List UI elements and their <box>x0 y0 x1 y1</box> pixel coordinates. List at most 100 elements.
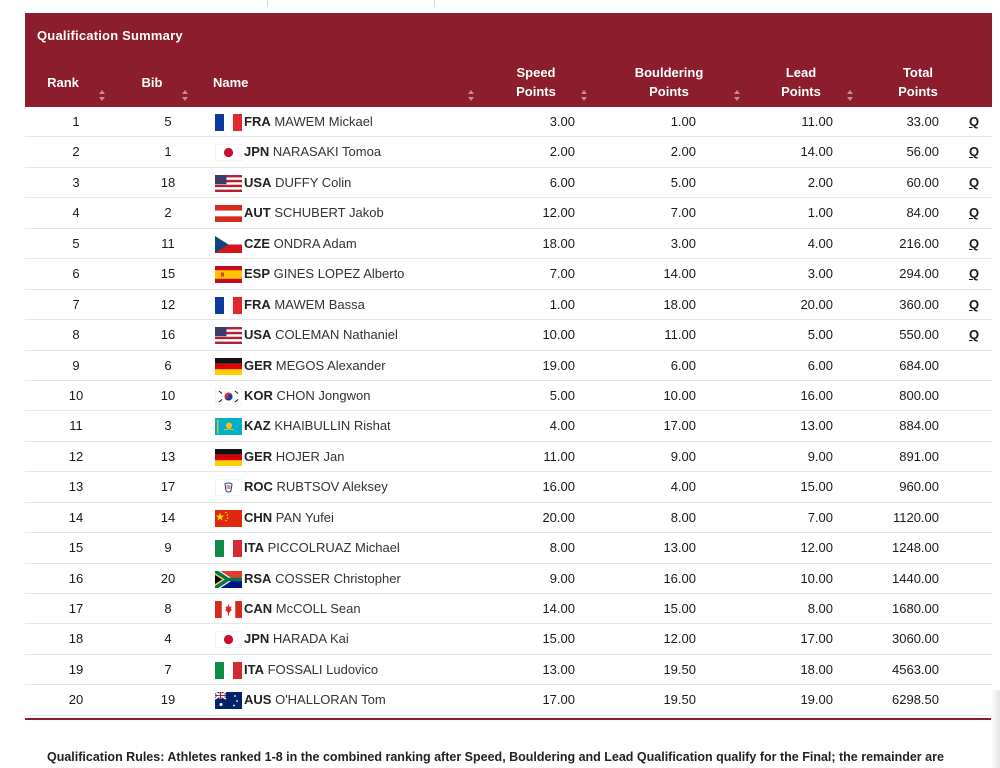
athlete-name-cell[interactable]: ITA FOSSALI Ludovico <box>244 655 378 685</box>
athlete-name-cell[interactable]: RSA COSSER Christopher <box>244 564 401 594</box>
athlete-name: HOJER Jan <box>275 448 345 464</box>
athlete-name-cell[interactable]: JPN NARASAKI Tomoa <box>244 137 381 167</box>
table-row[interactable]: 19 7 ITA FOSSALI Ludovico 13.00 19.50 18.00 45… <box>25 655 992 686</box>
table-row[interactable]: 17 8 CAN McCOLL Sean 14.00 15.00 8.00 1680.00 <box>25 594 992 625</box>
col-header-bouldering[interactable]: Bouldering Points <box>629 63 709 101</box>
table-row[interactable]: 7 12 FRA MAWEM Bassa 1.00 18.00 20.00 360.00 Q <box>25 290 992 321</box>
lead-points-cell: 2.00 <box>807 174 833 190</box>
col-header-bib[interactable]: Bib <box>137 73 167 92</box>
athlete-name-cell[interactable]: USA DUFFY Colin <box>244 168 351 198</box>
lead-points-cell: 17.00 <box>800 631 833 647</box>
speed-points-cell: 3.00 <box>549 114 575 129</box>
speed-points-cell: 2.00 <box>549 144 575 160</box>
table-row[interactable]: 14 14 CHN PAN Yufei 20.00 8.00 7.00 1120.00 <box>25 503 992 534</box>
athlete-name-cell[interactable]: FRA MAWEM Bassa <box>244 290 365 320</box>
athlete-name-cell[interactable]: AUT SCHUBERT Jakob <box>244 198 384 228</box>
table-row[interactable]: 16 20 RSA COSSER Christopher 9.00 16.00 10.00… <box>25 564 992 594</box>
bib-cell: 4 <box>164 631 172 647</box>
sort-icon[interactable] <box>181 90 189 102</box>
country-flag-icon <box>213 568 242 591</box>
country-flag-icon <box>215 266 242 284</box>
athlete-name-cell[interactable]: JPN HARADA Kai <box>244 624 349 654</box>
qualified-marker[interactable]: Q <box>968 205 980 221</box>
qualified-marker[interactable]: Q <box>968 174 980 190</box>
qualified-marker[interactable]: Q <box>968 144 980 160</box>
athlete-name: O'HALLORAN Tom <box>275 692 386 708</box>
total-points-cell: 56.00 <box>906 144 939 160</box>
sort-icon[interactable] <box>98 90 106 102</box>
athlete-name-cell[interactable]: CHN PAN Yufei <box>244 503 334 533</box>
top-tab-strip <box>0 0 1000 7</box>
speed-points-cell: 11.00 <box>543 448 575 464</box>
speed-points-cell: 10.00 <box>542 327 575 343</box>
table-row[interactable]: 4 2 AUT SCHUBERT Jakob 12.00 7.00 1.00 84.00 Q <box>25 198 992 229</box>
table-row[interactable]: 6 15 ESP GINES LOPEZ Alberto 7.00 14.00 3.00 2… <box>25 259 992 290</box>
bouldering-points-cell: 3.00 <box>670 235 696 251</box>
athlete-name-cell[interactable]: ITA PICCOLRUAZ Michael <box>244 533 400 563</box>
col-header-total[interactable]: Total Points <box>892 63 944 101</box>
bouldering-points-cell: 2.00 <box>670 144 696 160</box>
bouldering-points-cell: 13.00 <box>663 540 696 556</box>
table-row[interactable]: 15 9 ITA PICCOLRUAZ Michael 8.00 13.00 12.00 1… <box>25 533 992 564</box>
table-row[interactable]: 5 11 CZE ONDRA Adam 18.00 3.00 4.00 216.00 Q <box>25 229 992 260</box>
lead-points-cell: 18.00 <box>800 661 833 677</box>
qualified-marker[interactable]: Q <box>968 296 980 312</box>
athlete-name-cell[interactable]: KOR CHON Jongwon <box>244 381 370 411</box>
sort-icon[interactable] <box>733 90 741 102</box>
athlete-name-cell[interactable]: AUS O'HALLORAN Tom <box>244 685 386 715</box>
table-row[interactable]: 3 18 USA DUFFY Colin 6.00 5.00 2.00 60.00 Q <box>25 168 992 207</box>
speed-points-cell: 18.00 <box>542 235 575 251</box>
qualified-marker[interactable]: Q <box>968 114 980 129</box>
table-row[interactable]: 8 16 USA COLEMAN Nathaniel 10.00 11.00 5.00 55… <box>25 320 992 359</box>
athlete-name-cell[interactable]: GER HOJER Jan <box>244 442 344 472</box>
total-points-cell: 550.00 <box>899 327 939 343</box>
noc-code: CAN <box>244 601 273 616</box>
col-header-lead[interactable]: Lead Points <box>775 63 827 101</box>
country-flag-icon <box>215 114 242 131</box>
col-header-speed[interactable]: Speed Points <box>510 63 562 101</box>
athlete-name-cell[interactable]: ROC RUBTSOV Aleksey <box>244 472 388 502</box>
table-row[interactable]: 1 5 FRA MAWEM Mickael 3.00 1.00 11.00 33.00 Q <box>25 107 992 138</box>
table-row[interactable]: 12 13 GER HOJER Jan 11.00 9.00 9.00 891.00 <box>25 442 992 473</box>
rank-cell: 15 <box>68 540 84 556</box>
country-flag-icon <box>215 174 242 207</box>
bib-cell: 13 <box>160 448 176 464</box>
qualified-marker[interactable]: Q <box>968 327 980 343</box>
sort-icon[interactable] <box>846 90 854 102</box>
athlete-name-cell[interactable]: ESP GINES LOPEZ Alberto <box>244 259 404 289</box>
table-row[interactable]: 9 6 GER MEGOS Alexander 19.00 6.00 6.00 684.00 <box>25 351 992 381</box>
rank-cell: 12 <box>68 448 84 464</box>
table-row[interactable]: 20 19 AUS O'HALLORAN Tom 17.00 19.50 19.00 629… <box>25 685 992 716</box>
table-row[interactable]: 13 17 ROC RUBTSOV Aleksey 16.00 4.00 15.00 960… <box>25 472 992 503</box>
table-row[interactable]: 10 10 KOR CHON Jongwon 5.00 10.00 16.00 800.00 <box>25 381 992 412</box>
bouldering-points-cell: 9.00 <box>670 448 696 464</box>
rank-cell: 9 <box>72 357 80 373</box>
athlete-name-cell[interactable]: FRA MAWEM Mickael <box>244 107 373 137</box>
bib-cell: 12 <box>160 296 176 312</box>
qualification-summary-table: Qualification Summary Rank Bib Name Spee… <box>25 13 992 720</box>
athlete-name-cell[interactable]: GER MEGOS Alexander <box>244 351 386 381</box>
noc-code: USA <box>244 174 272 190</box>
athlete-name-cell[interactable]: USA COLEMAN Nathaniel <box>244 320 398 350</box>
athlete-name: MAWEM Mickael <box>274 114 373 129</box>
sort-icon[interactable] <box>467 90 475 102</box>
sort-icon[interactable] <box>580 90 588 102</box>
table-row[interactable]: 18 4 JPN HARADA Kai 15.00 12.00 17.00 3060.00 <box>25 624 992 655</box>
qualified-marker[interactable]: Q <box>968 235 980 251</box>
noc-code: RSA <box>244 570 272 586</box>
total-points-cell: 800.00 <box>899 387 939 403</box>
col-header-rank[interactable]: Rank <box>43 73 83 92</box>
col-header-name[interactable]: Name <box>213 73 248 92</box>
table-row[interactable]: 11 3 KAZ KHAIBULLIN Rishat 4.00 17.00 13.00 88… <box>25 411 992 442</box>
athlete-name-cell[interactable]: CZE ONDRA Adam <box>244 229 357 259</box>
lead-points-cell: 14.00 <box>800 144 833 160</box>
athlete-name-cell[interactable]: CAN McCOLL Sean <box>244 594 361 624</box>
table-row[interactable]: 2 1 JPN NARASAKI Tomoa 2.00 2.00 14.00 56.00 Q <box>25 137 992 168</box>
athlete-name-cell[interactable]: KAZ KHAIBULLIN Rishat <box>244 411 391 441</box>
speed-points-cell: 7.00 <box>549 266 575 282</box>
total-points-cell: 33.00 <box>906 114 939 129</box>
qualified-marker[interactable]: Q <box>968 266 980 282</box>
lead-points-cell: 10.00 <box>800 570 833 586</box>
rank-cell: 10 <box>68 387 84 403</box>
total-points-cell: 84.00 <box>906 205 939 221</box>
